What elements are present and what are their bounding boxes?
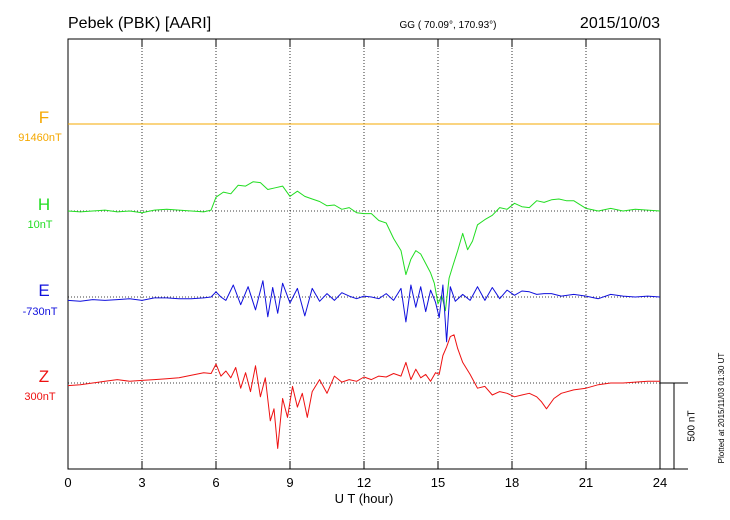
series-name-f: F — [39, 108, 49, 127]
x-tick-label: 6 — [212, 475, 219, 490]
station-coordinates: GG ( 70.09°, 170.93°) — [400, 20, 497, 31]
series-name-e: E — [38, 281, 49, 300]
x-tick-label: 12 — [357, 475, 371, 490]
series-line-e — [67, 280, 661, 343]
series-line-z — [67, 334, 660, 449]
plot-frame — [67, 38, 661, 470]
series-baseline-value-h: 10nT — [27, 219, 52, 231]
scale-bar: 500 nT — [660, 382, 698, 470]
x-tick-label: 18 — [505, 475, 519, 490]
x-tick-label: 24 — [653, 475, 667, 490]
series-baseline-value-f: 91460nT — [18, 132, 62, 144]
x-tick-label: 15 — [431, 475, 445, 490]
series-labels: F 91460nT H 10nT E -730nT Z 300nT — [18, 108, 62, 403]
plot-series — [67, 123, 661, 449]
x-tick-label: 9 — [286, 475, 293, 490]
x-axis-ticks: 0 3 6 9 12 15 18 21 24 — [64, 39, 667, 490]
x-axis-label: U T (hour) — [335, 491, 394, 506]
chart-date: 2015/10/03 — [580, 15, 660, 32]
plot-grid — [141, 39, 587, 469]
x-tick-label: 0 — [64, 475, 71, 490]
series-baseline-value-e: -730nT — [23, 306, 58, 318]
plotted-at-note: Plotted at 2015/11/03 01:30 UT — [717, 353, 726, 464]
x-tick-label: 21 — [579, 475, 593, 490]
scale-bar-label: 500 nT — [687, 410, 698, 441]
x-tick-label: 3 — [138, 475, 145, 490]
series-name-h: H — [38, 195, 50, 214]
series-line-h — [67, 181, 661, 312]
series-name-z: Z — [39, 367, 49, 386]
station-title: Pebek (PBK) [AARI] — [68, 15, 211, 32]
series-baseline-value-z: 300nT — [24, 391, 55, 403]
